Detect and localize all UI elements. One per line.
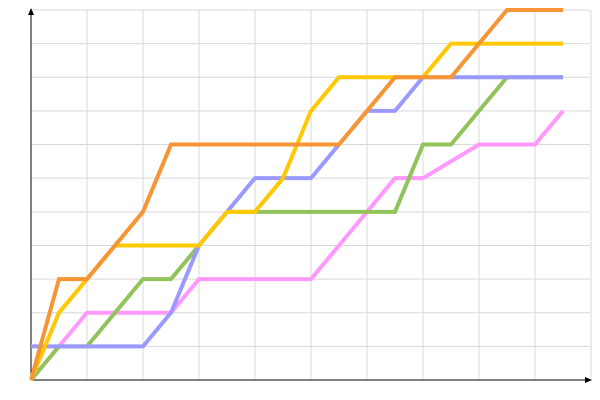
grid — [31, 9, 592, 380]
y-axis-arrow-icon — [28, 8, 34, 15]
x-axis-arrow-icon — [585, 377, 592, 383]
series-line-3 — [31, 75, 563, 349]
series-group — [29, 8, 565, 382]
series-line-2 — [29, 75, 563, 382]
series-line-5 — [29, 8, 563, 381]
series-line-1 — [29, 109, 565, 382]
axes — [28, 8, 592, 383]
